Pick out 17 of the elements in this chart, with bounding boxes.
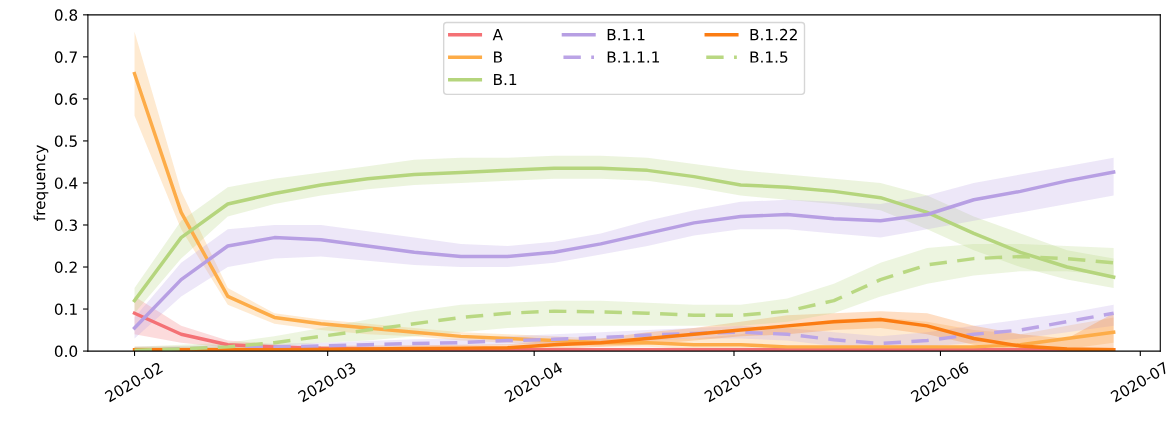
y-tick-label: 0.8 xyxy=(54,9,78,21)
y-tick-label: 0.5 xyxy=(54,135,77,147)
y-tick-label: 0.3 xyxy=(54,219,77,232)
legend-label: B.1.22 xyxy=(750,28,797,41)
y-tick-label: 0.1 xyxy=(54,303,77,316)
y-tick-label: 0.7 xyxy=(54,51,77,63)
y-axis-title: frequency xyxy=(33,145,49,221)
y-tick-label: 0.6 xyxy=(54,93,78,105)
legend-label: B.1.1.1 xyxy=(607,51,660,63)
y-tick-label: 0.0 xyxy=(54,345,78,358)
legend-label: A xyxy=(492,29,503,41)
y-tick-label: 0.2 xyxy=(54,261,77,274)
legend-label: B.1 xyxy=(494,73,517,86)
y-tick-label: 0.4 xyxy=(54,177,78,189)
legend-label: B xyxy=(494,51,502,63)
legend-label: B.1.1 xyxy=(607,29,645,41)
legend-label: B.1.5 xyxy=(750,51,788,63)
